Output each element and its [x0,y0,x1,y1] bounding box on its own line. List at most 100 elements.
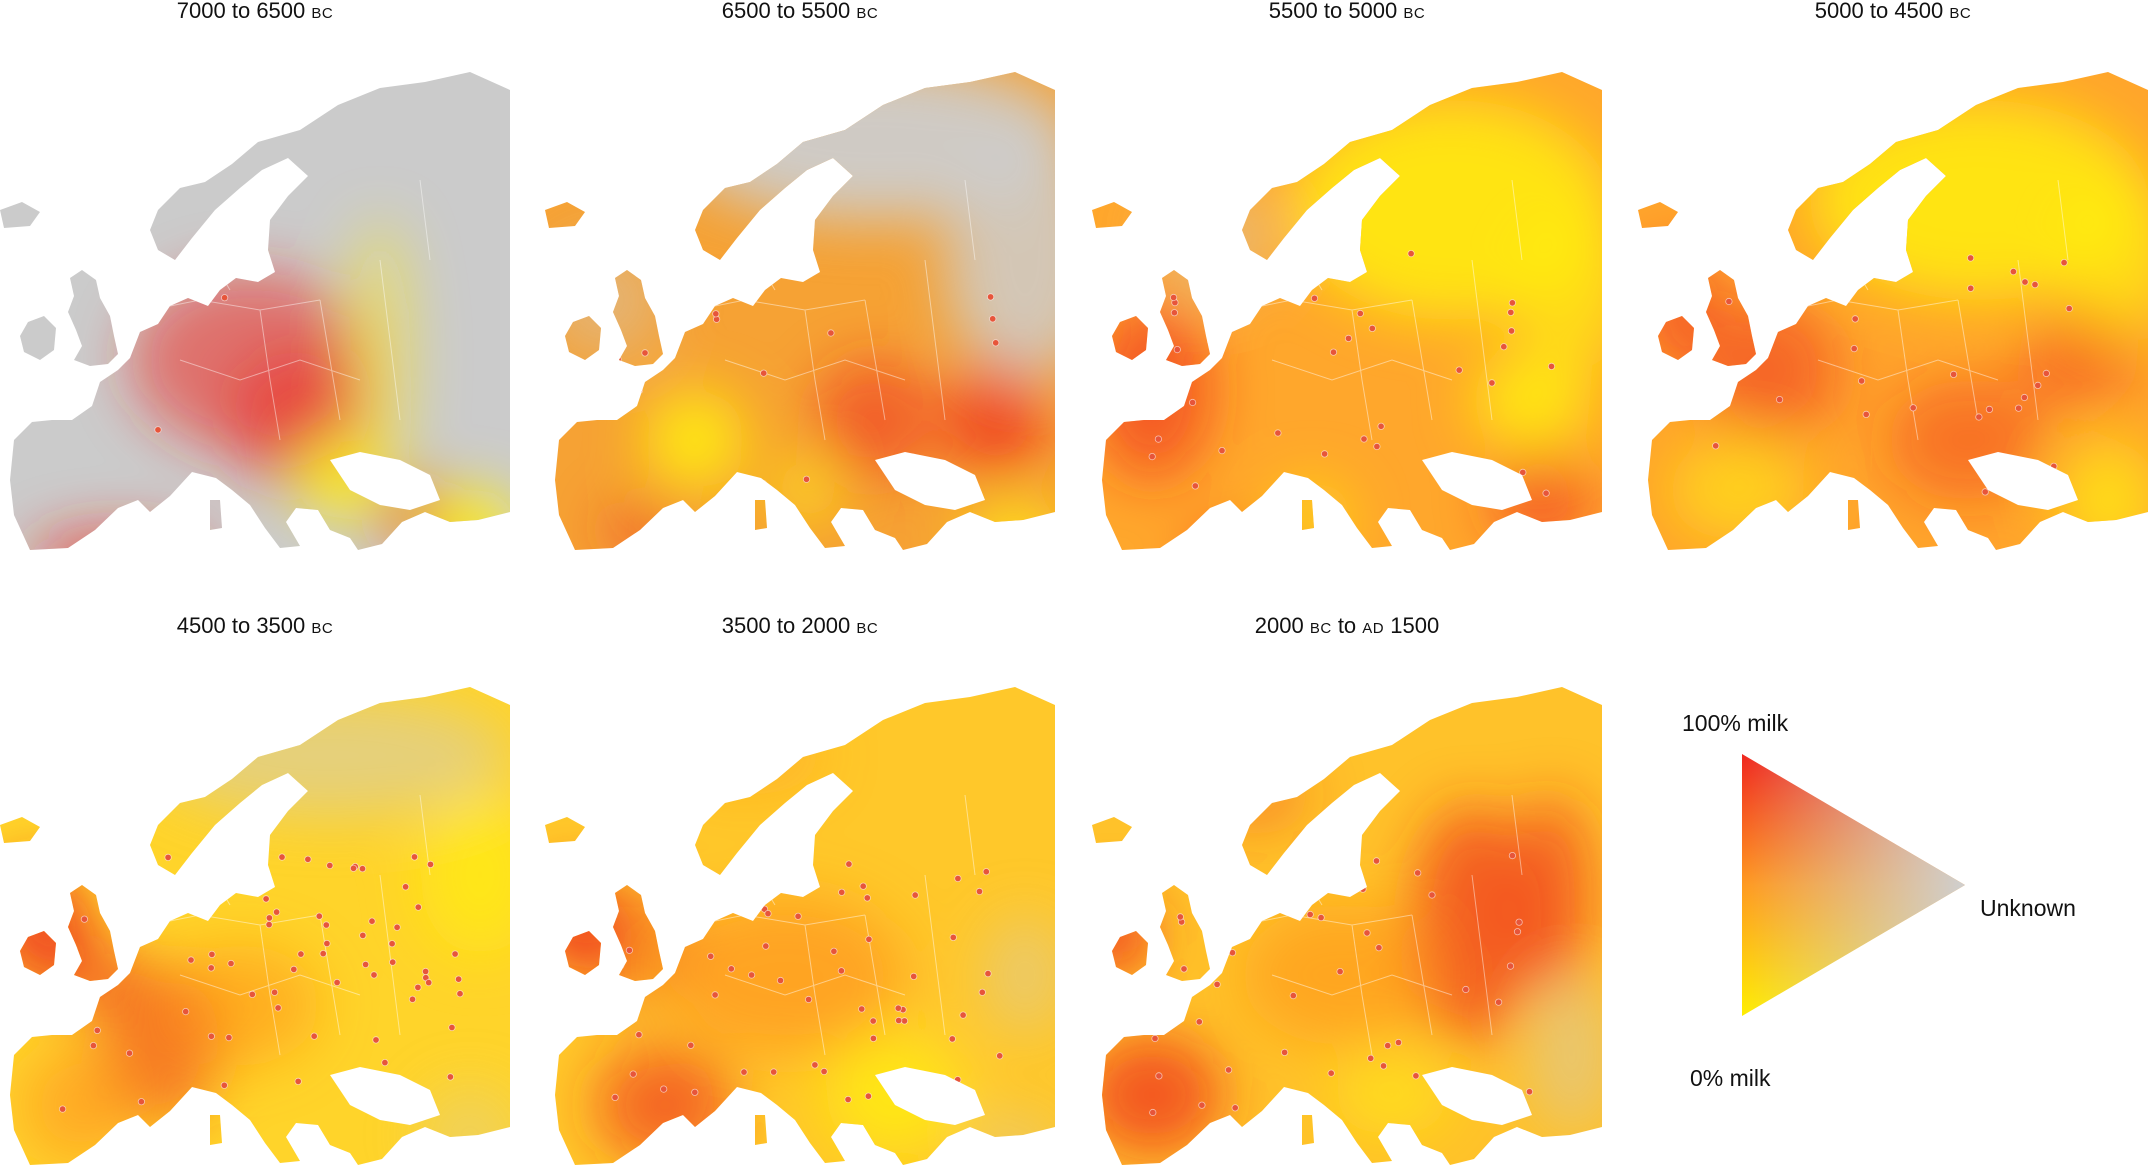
site-marker [992,339,1000,347]
site-marker [446,1073,454,1081]
site-marker [702,919,710,927]
site-marker [617,961,625,970]
site-marker [864,1092,872,1100]
site-marker [1299,291,1308,299]
site-marker [727,965,735,973]
site-marker [2014,404,2023,412]
site-marker [1327,1069,1335,1077]
site-marker [222,862,231,870]
site-marker [414,903,422,911]
site-marker [769,274,777,282]
site-marker [1154,982,1162,990]
site-marker [2031,281,2039,289]
site-marker [1233,318,1241,326]
site-marker [1151,1034,1159,1043]
site-marker [739,892,748,900]
black-sea [330,1067,440,1125]
heatmap-svg [1638,72,2148,550]
heat-region [1092,300,1212,480]
site-marker [1176,913,1184,921]
site-marker [361,960,370,969]
site-marker [1508,299,1516,307]
europe-map [545,675,1055,1165]
panel-title: 6500 to 5500 BC [545,0,1055,34]
land-area [0,687,510,1165]
site-marker [1201,866,1210,874]
period-end-era: BC [311,620,334,637]
heat-region [420,795,510,955]
site-marker [89,1041,98,1050]
site-marker [1862,410,1870,418]
site-marker [262,895,270,903]
site-marker [1508,852,1516,860]
period-start: 4500 [176,613,226,638]
black-sea [1422,1067,1532,1125]
panel-title: 2000 BC to AD 1500 [1092,615,1602,649]
site-marker [770,1068,778,1076]
site-marker [1173,345,1181,354]
europe-map [1638,60,2148,550]
heat-region [2058,180,2148,340]
land-area [1092,72,1602,550]
panel-title: 5000 to 4500 BC [1638,0,2148,34]
site-marker [894,1004,902,1012]
site-marker [319,949,327,958]
site-marker [1455,366,1463,374]
period-start: 2000 [1254,613,1304,638]
country-borders [694,794,976,1056]
period-start: 7000 [176,0,226,23]
site-marker [1289,991,1297,1000]
site-marker [333,978,341,987]
site-marker [1207,337,1215,345]
heat-region [1698,300,1838,440]
site-marker [1148,452,1156,461]
site-marker [1519,468,1527,476]
period-end: 6500 [256,0,306,23]
site-marker [1189,398,1197,407]
site-marker [358,865,367,873]
heat-region [665,715,825,795]
site-marker [1377,422,1385,430]
europe-map [1092,675,1602,1165]
panel-title: 5500 to 5000 BC [1092,0,1602,34]
heat-region [945,360,1045,480]
site-marker [182,1007,190,1016]
site-marker [148,257,156,265]
site-marker [370,971,378,979]
heat-region [2018,310,2138,410]
heatmap-svg [1092,687,1602,1165]
heat-region [1332,1055,1452,1135]
site-marker [401,883,410,891]
site-marker [1379,1062,1388,1070]
site-marker [1239,909,1247,917]
heat-region [1412,805,1532,1045]
site-marker [414,983,422,991]
land-area [0,72,510,550]
site-marker [740,1068,748,1076]
panel-title: 7000 to 6500 BC [0,0,510,34]
site-marker [1154,435,1163,443]
site-marker [1180,965,1188,973]
europe-map [0,60,510,550]
site-marker [297,950,305,958]
site-marker [1384,1041,1392,1050]
site-marker [58,1105,67,1113]
site-marker [1462,985,1470,994]
site-marker [1804,298,1812,306]
site-marker [1234,886,1242,894]
site-marker [844,1095,852,1104]
site-marker [208,950,216,958]
black-sea [1422,452,1532,510]
land-area [1638,72,2148,550]
site-marker [381,1058,389,1067]
site-marker [776,976,785,985]
site-marker [635,386,643,395]
country-borders [149,794,431,1056]
site-marker [1195,1018,1203,1026]
site-marker [1375,944,1383,952]
site-marker [1394,1038,1403,1047]
period-end: 2000 [801,613,851,638]
site-marker [1725,297,1733,306]
site-marker [1507,308,1515,316]
heatmap-svg [1092,72,1602,550]
